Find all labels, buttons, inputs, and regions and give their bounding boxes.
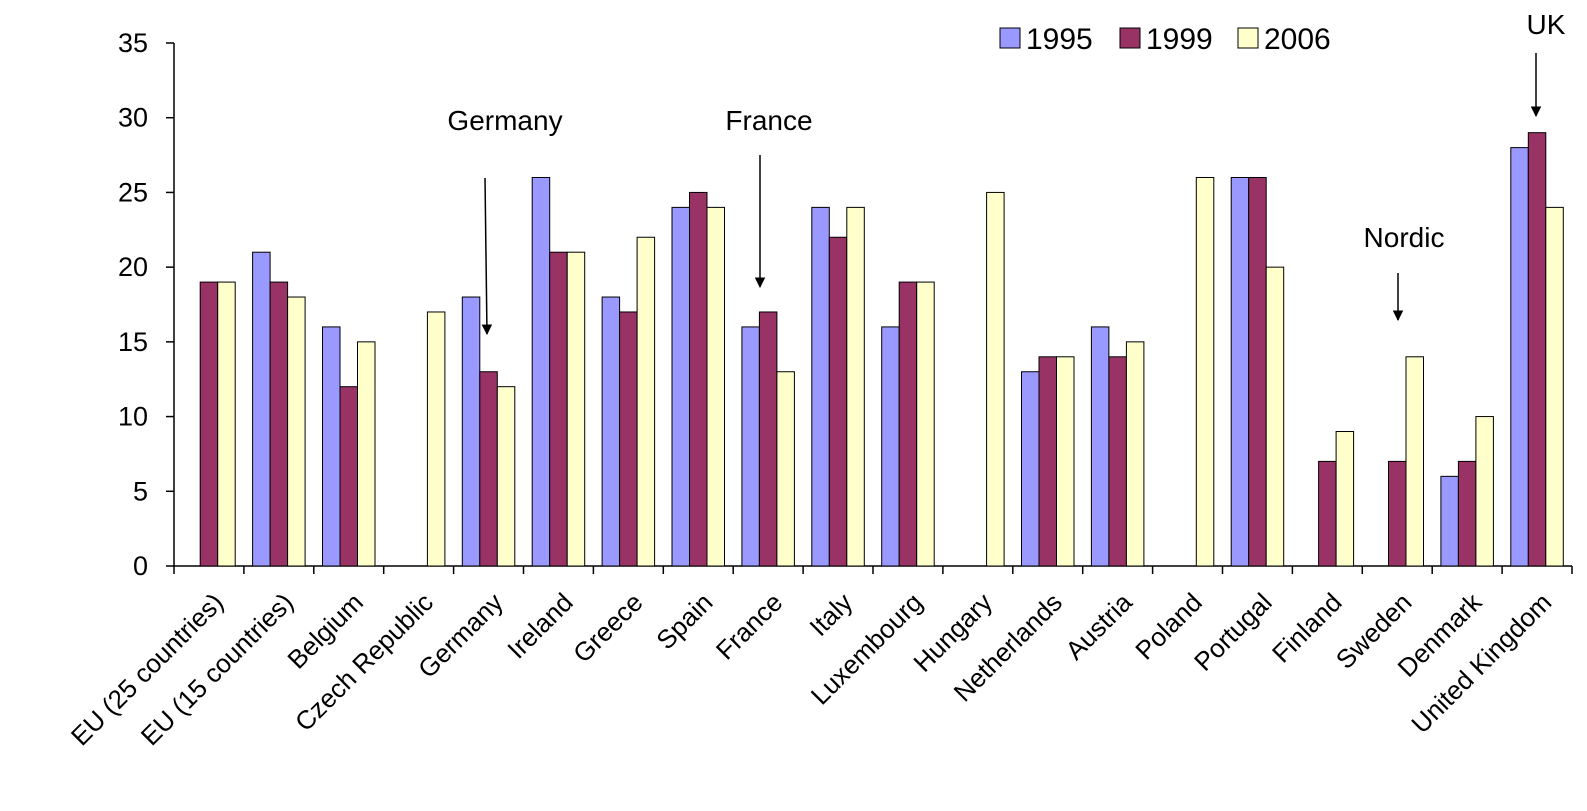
bar-1999-france [758,311,778,567]
bar-1995-eu-15-countries [252,251,271,567]
bar-1999-eu-25-countries [199,281,219,567]
y-tick-label: 35 [118,28,148,58]
y-tick-label: 15 [118,327,148,357]
series-1995 [252,147,1529,567]
bar-2006-italy [846,206,865,567]
bar-1995-germany [461,296,481,567]
bar-1995-united-kingdom [1510,147,1529,567]
annotation-uk: UK [1527,9,1566,118]
bar-1995-france [741,326,760,567]
legend-swatch [999,27,1021,49]
bar-2006-luxembourg [916,281,935,567]
legend-item-1995: 1995 [999,23,1093,56]
bar-1999-denmark [1457,460,1477,567]
bar-2006-eu-25-countries [217,281,236,567]
bar-1999-finland [1318,460,1337,567]
bar-2006-germany [496,386,516,567]
bar-1999-netherlands [1038,356,1057,567]
bar-2006-portugal [1265,266,1285,567]
bar-1999-spain [689,191,708,567]
bar-1999-portugal [1248,176,1267,567]
y-tick-label: 20 [118,252,148,282]
y-axis: 0 5 10 15 20 25 30 35 [118,28,175,581]
y-tick-label: 5 [133,476,148,506]
bar-1999-ireland [549,251,568,567]
bar-2006-netherlands [1056,356,1075,567]
x-category-label: Ireland [501,587,578,664]
y-tick-label: 30 [118,103,148,133]
bar-2006-spain [706,206,725,567]
bar-1999-united-kingdom [1527,132,1547,567]
bar-2006-france [776,371,795,567]
bar-1995-portugal [1230,176,1250,567]
annotation-france: France [725,105,813,289]
bar-1995-austria [1090,326,1110,567]
x-category-label: France [710,587,788,665]
bar-1999-luxembourg [898,281,918,567]
bar-1995-greece [601,296,621,567]
bar-1999-italy [828,236,848,567]
annotation-label: France [725,105,812,136]
bar-2006-poland [1195,176,1215,567]
bar-1999-austria [1108,356,1127,567]
legend-item-1999: 1999 [1119,23,1213,56]
bar-1995-denmark [1440,475,1459,567]
bar-1995-luxembourg [881,326,900,567]
x-category-label: Spain [650,587,718,655]
legend-label: 1995 [1026,23,1093,56]
annotation-germany: Germany [447,105,563,336]
bar-2006-czech-republic [426,311,446,567]
x-axis: EU (25 countries)EU (15 countries)Belgiu… [65,565,1573,751]
annotation-arrow [481,177,493,336]
bar-2006-greece [636,236,656,567]
bar-2006-denmark [1475,416,1494,567]
bar-1999-eu-15-countries [269,281,289,567]
x-category-label: Italy [803,587,858,642]
annotations: Germany France Nordic UK [447,9,1566,336]
y-tick-label: 10 [118,402,148,432]
x-category-label: Portugal [1188,587,1278,677]
annotation-label: Nordic [1364,222,1445,253]
bar-series-group [199,132,1564,567]
bar-1999-sweden [1388,460,1407,567]
x-category-label: Austria [1059,587,1138,666]
bar-1995-netherlands [1021,371,1040,567]
bar-1995-italy [811,206,830,567]
bar-2006-sweden [1405,356,1424,567]
legend: 1995 1999 2006 [999,23,1331,56]
bar-1995-spain [671,206,690,567]
bar-2006-finland [1335,431,1355,567]
legend-item-2006: 2006 [1237,23,1331,56]
bar-1999-greece [619,311,638,567]
series-2006 [217,176,1564,567]
legend-swatch [1119,27,1141,49]
bar-1995-ireland [531,176,551,567]
annotation-label: Germany [447,105,562,136]
bar-1999-belgium [339,386,358,567]
bar-2006-austria [1125,341,1145,567]
bar-2006-eu-15-countries [287,296,306,567]
legend-label: 1999 [1146,23,1213,56]
y-tick-label: 25 [118,177,148,207]
bar-2006-ireland [566,251,586,567]
legend-label: 2006 [1264,23,1331,56]
bar-2006-hungary [986,191,1005,567]
y-tick-label: 0 [133,551,148,581]
bar-1999-germany [479,371,498,567]
bar-1995-belgium [322,326,341,567]
x-category-label: Greece [567,587,649,669]
annotation-label: UK [1527,9,1566,40]
bar-2006-united-kingdom [1545,206,1564,567]
legend-swatch [1237,27,1259,49]
annotation-nordic: Nordic [1364,222,1445,322]
bar-2006-belgium [357,341,376,567]
